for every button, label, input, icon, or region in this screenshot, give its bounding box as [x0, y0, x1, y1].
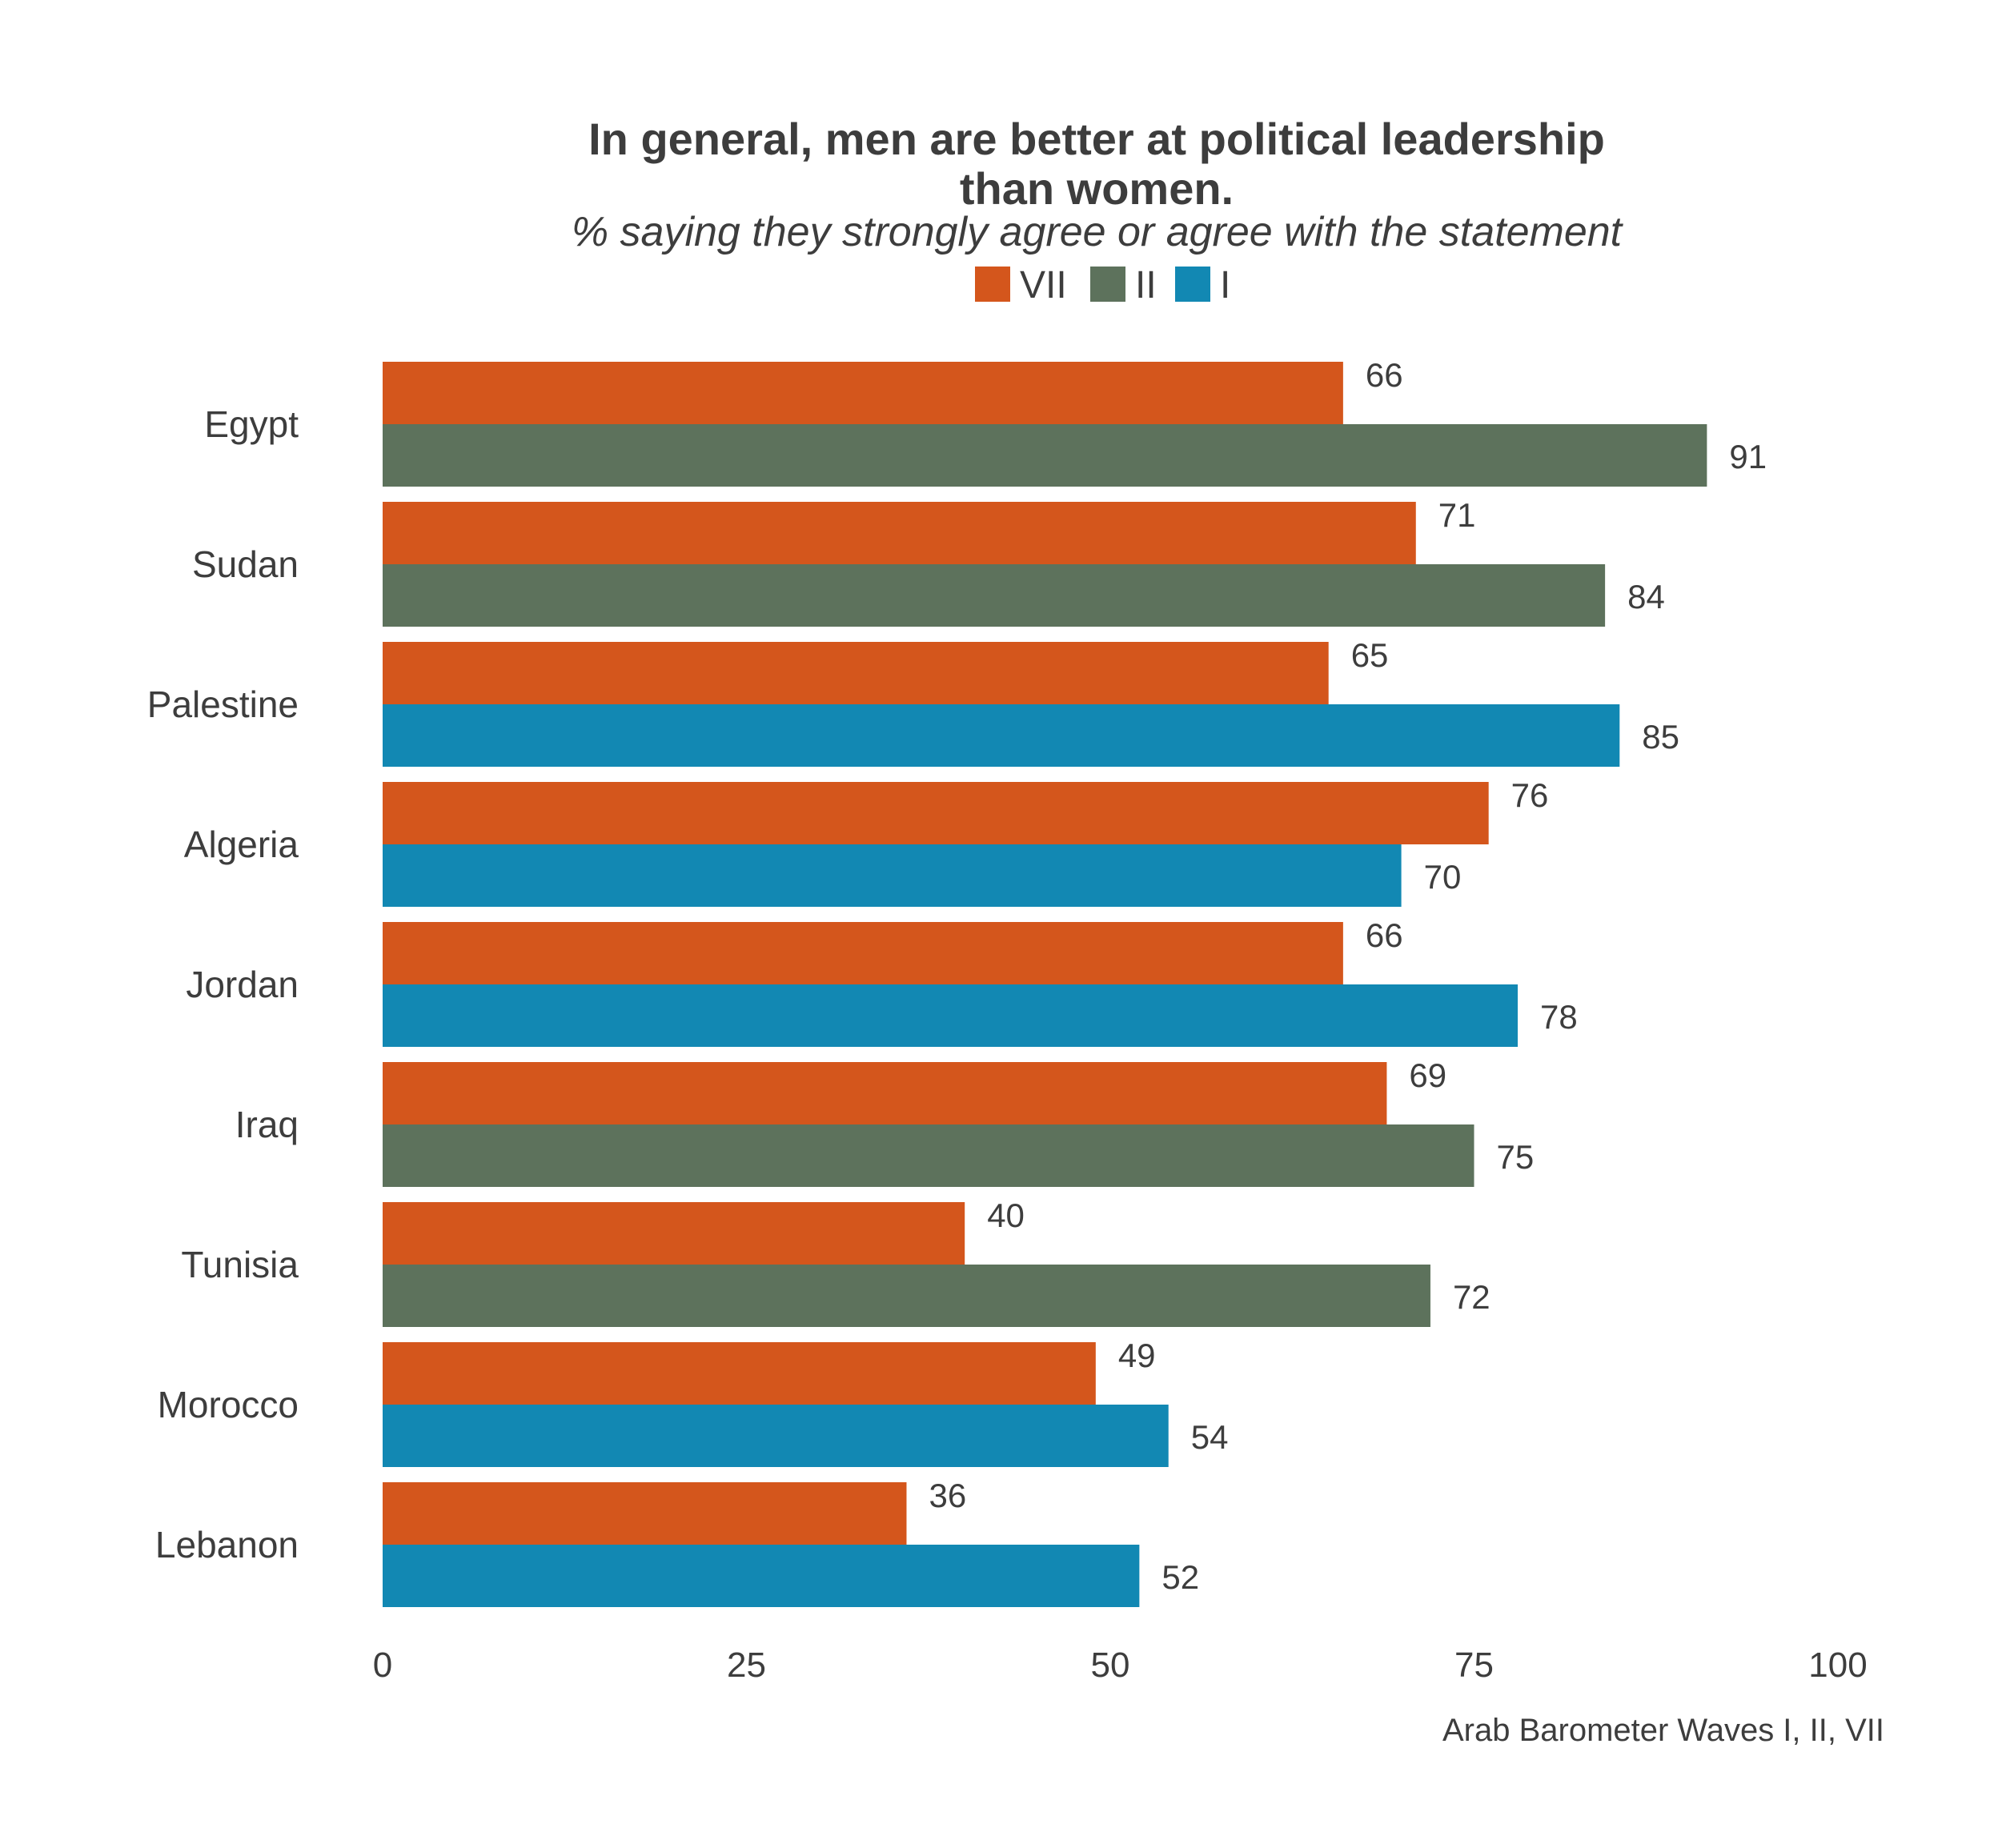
value-label-sudan-ii: 84 — [1627, 578, 1665, 615]
chart-title-line-1: In general, men are better at political … — [588, 114, 1605, 164]
bar-palestine-i — [383, 704, 1620, 767]
bar-jordan-i — [383, 984, 1519, 1047]
value-label-lebanon-i: 52 — [1161, 1558, 1199, 1596]
value-label-tunisia-ii: 72 — [1453, 1278, 1490, 1316]
value-label-algeria-vii: 76 — [1511, 776, 1549, 814]
category-label-tunisia: Tunisia — [181, 1244, 299, 1285]
bar-algeria-i — [383, 844, 1402, 907]
bar-iraq-vii — [383, 1062, 1387, 1124]
legend-label-ii: II — [1135, 264, 1157, 307]
value-label-algeria-i: 70 — [1424, 858, 1462, 896]
x-tick-label-25: 25 — [727, 1646, 766, 1685]
value-label-iraq-ii: 75 — [1497, 1138, 1535, 1176]
legend-swatch-vii — [975, 267, 1010, 302]
category-label-jordan: Jordan — [186, 964, 299, 1005]
bar-sudan-ii — [383, 564, 1606, 627]
value-label-lebanon-vii: 36 — [929, 1477, 966, 1514]
bar-lebanon-vii — [383, 1482, 907, 1545]
value-label-tunisia-vii: 40 — [987, 1197, 1025, 1234]
value-label-morocco-i: 54 — [1191, 1418, 1229, 1456]
chart-subtitle: % saying they strongly agree or agree wi… — [572, 209, 1624, 255]
category-label-egypt: Egypt — [204, 403, 299, 445]
category-label-iraq: Iraq — [235, 1104, 299, 1145]
value-label-jordan-i: 78 — [1540, 998, 1578, 1036]
bar-morocco-i — [383, 1405, 1169, 1467]
bar-jordan-vii — [383, 922, 1343, 984]
bar-egypt-ii — [383, 424, 1707, 487]
x-tick-label-100: 100 — [1808, 1646, 1867, 1685]
value-label-palestine-vii: 65 — [1351, 636, 1389, 674]
value-label-iraq-vii: 69 — [1409, 1056, 1446, 1094]
legend-swatch-i — [1175, 267, 1210, 302]
value-label-egypt-ii: 91 — [1729, 438, 1767, 475]
bars-group: Egypt 66 91 Sudan 71 84 Palestine 65 85 Algeria 76… — [147, 356, 1767, 1607]
legend: VII II I — [975, 264, 1230, 307]
bar-algeria-vii — [383, 782, 1489, 844]
bar-lebanon-i — [383, 1545, 1140, 1607]
value-label-egypt-vii: 66 — [1366, 356, 1403, 394]
category-label-lebanon: Lebanon — [155, 1524, 299, 1565]
value-label-morocco-vii: 49 — [1118, 1337, 1156, 1374]
category-label-sudan: Sudan — [192, 543, 299, 585]
chart-title-line-2: than women. — [960, 163, 1234, 214]
category-label-palestine: Palestine — [147, 683, 299, 725]
legend-label-vii: VII — [1020, 264, 1067, 307]
x-tick-label-50: 50 — [1091, 1646, 1130, 1685]
chart-caption: Arab Barometer Waves I, II, VII — [1442, 1713, 1884, 1748]
bar-sudan-vii — [383, 502, 1416, 564]
bar-palestine-vii — [383, 642, 1329, 704]
category-label-algeria: Algeria — [184, 824, 299, 865]
bar-egypt-vii — [383, 362, 1343, 424]
legend-swatch-ii — [1090, 267, 1125, 302]
bar-tunisia-vii — [383, 1202, 965, 1265]
bar-iraq-ii — [383, 1124, 1474, 1187]
x-tick-label-0: 0 — [373, 1646, 392, 1685]
bar-tunisia-ii — [383, 1265, 1430, 1327]
x-tick-label-75: 75 — [1454, 1646, 1494, 1685]
value-label-palestine-i: 85 — [1642, 718, 1679, 756]
x-axis: 0 25 50 75 100 — [373, 1646, 1868, 1685]
legend-label-i: I — [1220, 264, 1230, 307]
value-label-sudan-vii: 71 — [1438, 496, 1476, 534]
category-label-morocco: Morocco — [158, 1384, 299, 1425]
bar-morocco-vii — [383, 1342, 1096, 1405]
value-label-jordan-vii: 66 — [1366, 916, 1403, 954]
